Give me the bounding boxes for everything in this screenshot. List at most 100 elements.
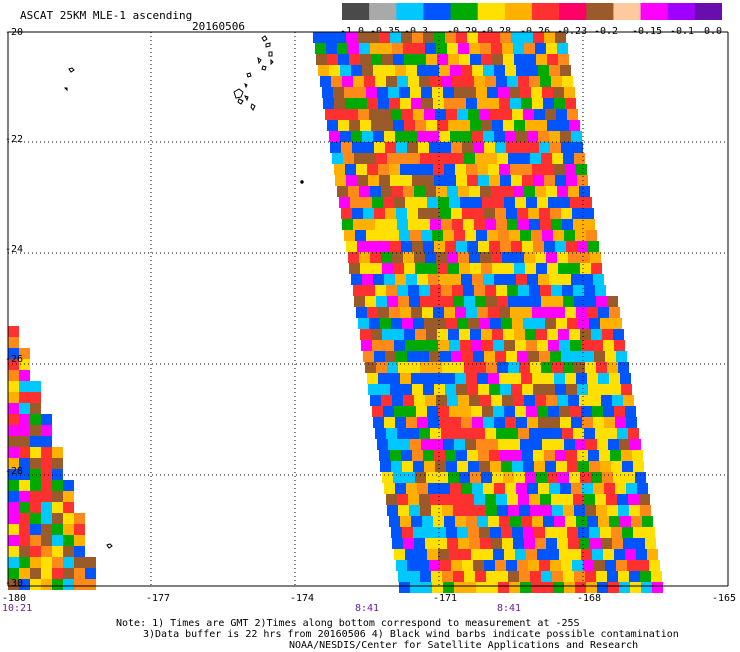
- wind-cell: [536, 120, 547, 131]
- wind-cell: [386, 76, 397, 87]
- wind-cell: [582, 417, 593, 428]
- wind-cell: [397, 428, 408, 439]
- wind-cell: [418, 351, 429, 362]
- wind-cell: [41, 458, 52, 469]
- wind-cell: [465, 230, 476, 241]
- wind-cell: [475, 153, 486, 164]
- wind-cell: [387, 296, 398, 307]
- wind-cell: [532, 516, 543, 527]
- wind-cell: [481, 472, 492, 483]
- wind-cell: [19, 513, 30, 524]
- wind-cell: [85, 579, 96, 590]
- wind-cell: [439, 483, 450, 494]
- wind-cell: [424, 527, 435, 538]
- wind-cell: [537, 197, 548, 208]
- wind-cell: [590, 395, 601, 406]
- wind-cell: [428, 417, 439, 428]
- wind-cell: [414, 43, 425, 54]
- wind-cell: [19, 436, 30, 447]
- wind-cell: [440, 208, 451, 219]
- wind-cell: [409, 153, 420, 164]
- wind-cell: [518, 428, 529, 439]
- wind-cell: [485, 428, 496, 439]
- wind-cell: [425, 43, 436, 54]
- wind-cell: [559, 197, 570, 208]
- wind-cell: [483, 483, 494, 494]
- wind-cell: [344, 87, 355, 98]
- wind-cell: [569, 472, 580, 483]
- wind-cell: [392, 252, 403, 263]
- wind-cell: [411, 164, 422, 175]
- wind-cell: [333, 87, 344, 98]
- wind-cell: [446, 461, 457, 472]
- wind-cell: [609, 307, 620, 318]
- wind-cell: [534, 527, 545, 538]
- wind-cell: [418, 560, 429, 571]
- wind-cell: [406, 65, 417, 76]
- wind-cell: [457, 461, 468, 472]
- wind-cell: [41, 579, 52, 590]
- wind-cell: [513, 186, 524, 197]
- wind-cell: [375, 428, 386, 439]
- wind-cell: [372, 406, 383, 417]
- wind-cell: [588, 384, 599, 395]
- wind-cell: [30, 447, 41, 458]
- colorbar: [342, 3, 722, 20]
- wind-cell: [518, 285, 529, 296]
- wind-cell: [445, 175, 456, 186]
- wind-cell: [515, 340, 526, 351]
- wind-cell: [600, 461, 611, 472]
- wind-cell: [395, 274, 406, 285]
- wind-cell: [8, 326, 19, 337]
- wind-cell: [462, 142, 473, 153]
- wind-cell: [472, 131, 483, 142]
- wind-cell: [372, 197, 383, 208]
- wind-cell: [527, 131, 538, 142]
- wind-cell: [494, 483, 505, 494]
- wind-cell: [30, 546, 41, 557]
- wind-cell: [485, 76, 496, 87]
- wind-cell: [540, 219, 551, 230]
- wind-cell: [410, 230, 421, 241]
- wind-cell: [489, 175, 500, 186]
- wind-cell: [41, 513, 52, 524]
- wind-cell: [459, 329, 470, 340]
- wind-cell: [396, 208, 407, 219]
- wind-cell: [398, 505, 409, 516]
- wind-cell: [410, 582, 421, 593]
- wind-cell: [523, 461, 534, 472]
- wind-cell: [563, 296, 574, 307]
- wind-cell: [381, 395, 392, 406]
- wind-cell: [462, 351, 473, 362]
- wind-cell: [379, 175, 390, 186]
- wind-cell: [634, 538, 645, 549]
- wind-cell: [349, 54, 360, 65]
- wind-cell: [398, 571, 409, 582]
- wind-cell: [339, 197, 350, 208]
- wind-cell: [502, 395, 513, 406]
- wind-cell: [8, 546, 19, 557]
- wind-cell: [384, 274, 395, 285]
- wind-cell: [332, 153, 343, 164]
- wind-cell: [336, 109, 347, 120]
- wind-cell: [367, 164, 378, 175]
- wind-cell: [617, 428, 628, 439]
- wind-cell: [447, 43, 458, 54]
- wind-cell: [591, 329, 602, 340]
- wind-cell: [585, 571, 596, 582]
- wind-cell: [444, 516, 455, 527]
- wind-cell: [435, 318, 446, 329]
- wind-cell: [522, 32, 533, 43]
- wind-cell: [345, 98, 356, 109]
- wind-cell: [417, 65, 428, 76]
- wind-cell: [640, 505, 651, 516]
- wind-cell: [580, 329, 591, 340]
- wind-cell: [572, 142, 583, 153]
- wind-cell: [349, 120, 360, 131]
- wind-cell: [401, 241, 412, 252]
- wind-cell: [412, 384, 423, 395]
- wind-cell: [463, 285, 474, 296]
- wind-cell: [546, 395, 557, 406]
- wind-cell: [408, 428, 419, 439]
- wind-cell: [383, 340, 394, 351]
